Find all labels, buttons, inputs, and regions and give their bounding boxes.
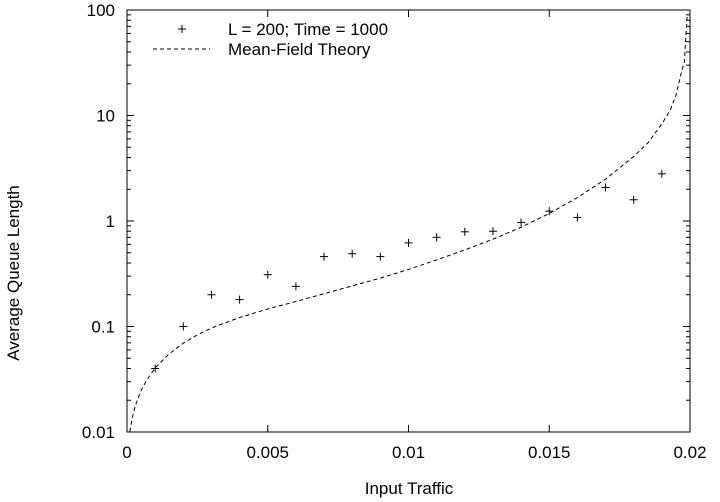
- data-point: [601, 183, 610, 192]
- x-tick-label: 0.02: [673, 443, 706, 462]
- legend-plus: [178, 25, 186, 33]
- plot-area: [129, 14, 688, 432]
- x-tick-label: 0.01: [392, 443, 425, 462]
- legend-marker-scatter: [178, 25, 186, 33]
- data-point: [207, 290, 216, 299]
- legend-label-line: Mean-Field Theory: [228, 40, 371, 59]
- data-point: [179, 322, 188, 331]
- axes: 0 0.005 0.01 0.015 0.02 0.01 0.1 1 10 100: [82, 1, 707, 462]
- data-point: [404, 238, 413, 247]
- data-point: [348, 249, 357, 258]
- data-point: [320, 252, 329, 261]
- y-tick-label: 0.01: [82, 423, 115, 442]
- data-point: [629, 195, 638, 204]
- data-point: [573, 213, 582, 222]
- mean-field-line: [129, 14, 688, 432]
- data-point: [235, 295, 244, 304]
- data-point: [657, 169, 666, 178]
- data-point: [460, 227, 469, 236]
- legend-label-scatter: L = 200; Time = 1000: [228, 20, 388, 39]
- x-tick-label: 0.015: [528, 443, 571, 462]
- x-tick-label: 0: [122, 443, 131, 462]
- y-tick-label: 1: [106, 212, 115, 231]
- data-point: [517, 218, 526, 227]
- data-point: [291, 282, 300, 291]
- data-point: [545, 207, 554, 216]
- y-tick-label: 100: [87, 1, 115, 20]
- y-axis-title: Average Queue Length: [4, 185, 23, 361]
- x-tick-label: 0.005: [246, 443, 289, 462]
- y-tick-label: 0.1: [91, 318, 115, 337]
- data-point: [488, 227, 497, 236]
- data-point: [376, 252, 385, 261]
- data-point: [432, 233, 441, 242]
- data-point: [263, 270, 272, 279]
- x-axis-title: Input Traffic: [365, 479, 454, 498]
- legend: L = 200; Time = 1000 Mean-Field Theory: [153, 20, 388, 59]
- plot-frame: [126, 9, 691, 433]
- data-point: [151, 364, 160, 373]
- y-tick-label: 10: [96, 107, 115, 126]
